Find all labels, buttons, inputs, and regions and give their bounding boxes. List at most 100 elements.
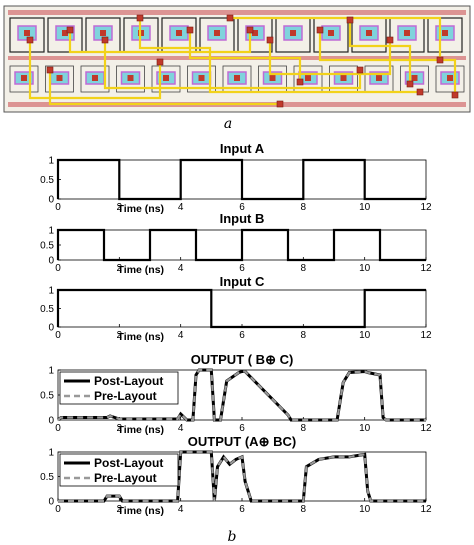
layout-contact [92, 75, 98, 81]
y-tick-label: 1 [48, 226, 54, 237]
layout-cell [45, 65, 74, 93]
y-tick-label: 1 [48, 156, 54, 167]
y-tick-label: 1 [48, 448, 54, 459]
caption-b: b [228, 529, 237, 545]
x-tick-label: 10 [359, 263, 371, 274]
x-axis-label: Time (ns) [118, 331, 164, 343]
layout-via [26, 36, 34, 44]
x-tick-label: 10 [359, 423, 371, 434]
x-tick-label: 6 [239, 504, 245, 515]
y-tick-label: 1 [48, 366, 54, 377]
layout-contact [234, 75, 240, 81]
layout-contact [62, 30, 68, 36]
x-axis-label: Time (ns) [118, 505, 164, 517]
x-tick-label: 2 [117, 263, 123, 274]
layout-via [276, 100, 284, 108]
series-line-signal [56, 288, 426, 329]
layout-contact [305, 75, 311, 81]
x-tick-label: 8 [301, 504, 307, 515]
x-tick-label: 12 [420, 423, 432, 434]
plot-frame [57, 289, 427, 328]
x-tick-label: 4 [178, 330, 184, 341]
layout-contact [290, 30, 296, 36]
series-line-pre-layout [58, 450, 426, 503]
layout-contact [442, 30, 448, 36]
x-tick-label: 0 [55, 330, 61, 341]
layout-contact [100, 30, 106, 36]
layout-contact [198, 75, 205, 81]
x-tick-label: 12 [420, 202, 432, 213]
y-tick-label: 0 [48, 323, 54, 334]
layout-contact [176, 30, 182, 36]
layout-contact [24, 30, 30, 36]
y-tick-label: 0.5 [40, 241, 54, 252]
layout-via [451, 91, 459, 99]
layout-contact [411, 75, 418, 81]
x-tick-label: 12 [420, 263, 432, 274]
x-tick-label: 2 [117, 504, 123, 515]
layout-via [226, 14, 234, 22]
x-tick-label: 4 [178, 423, 184, 434]
layout-wire [68, 30, 252, 54]
layout-cell [9, 17, 45, 53]
series-line-signal [56, 228, 426, 262]
x-axis-label: Time (ns) [118, 203, 164, 215]
x-tick-label: 12 [420, 504, 432, 515]
circuit-layout-image [3, 5, 471, 113]
y-tick-label: 0.5 [40, 472, 54, 483]
y-tick-label: 1 [48, 286, 54, 297]
layout-contact [366, 30, 372, 36]
y-tick-label: 0 [48, 497, 54, 508]
layout-cell [47, 17, 83, 53]
x-tick-label: 10 [359, 504, 371, 515]
layout-via [346, 16, 354, 24]
y-tick-label: 0 [48, 195, 54, 206]
legend-box [59, 371, 179, 405]
x-tick-label: 0 [55, 263, 61, 274]
layout-via [101, 36, 109, 44]
layout-rail-top [8, 10, 466, 15]
legend-label: Post-Layout [94, 374, 163, 388]
layout-cell [427, 17, 463, 53]
x-tick-label: 0 [55, 423, 61, 434]
layout-wire [188, 30, 302, 82]
x-tick-label: 6 [239, 202, 245, 213]
layout-wire [318, 30, 457, 95]
layout-wire [268, 40, 392, 76]
x-tick-label: 2 [117, 330, 123, 341]
x-tick-label: 8 [301, 423, 307, 434]
layout-contact [328, 30, 334, 36]
layout-contact [163, 75, 169, 81]
layout-via [46, 66, 54, 74]
layout-wire [230, 16, 442, 60]
layout-via [416, 88, 424, 96]
x-tick-label: 6 [239, 330, 245, 341]
layout-via [246, 26, 254, 34]
y-tick-label: 0.5 [40, 175, 54, 186]
layout-wire [348, 20, 412, 84]
layout-via [266, 36, 274, 44]
y-tick-label: 0 [48, 256, 54, 267]
x-axis-label: Time (ns) [118, 424, 164, 436]
x-tick-label: 4 [178, 504, 184, 515]
layout-via [356, 66, 364, 74]
x-tick-label: 4 [178, 202, 184, 213]
layout-via [296, 78, 304, 86]
layout-contact [214, 30, 220, 36]
layout-contact [127, 75, 134, 81]
layout-cell [435, 65, 465, 93]
chart-title: Input A [220, 141, 265, 156]
layout-cell [187, 65, 216, 93]
x-tick-label: 10 [359, 202, 371, 213]
layout-cell [80, 65, 110, 93]
legend-label: Pre-Layout [94, 471, 157, 485]
chart-title: Input C [220, 274, 265, 289]
x-tick-label: 2 [117, 423, 123, 434]
layout-wire [138, 18, 420, 94]
caption-a: a [224, 116, 232, 132]
